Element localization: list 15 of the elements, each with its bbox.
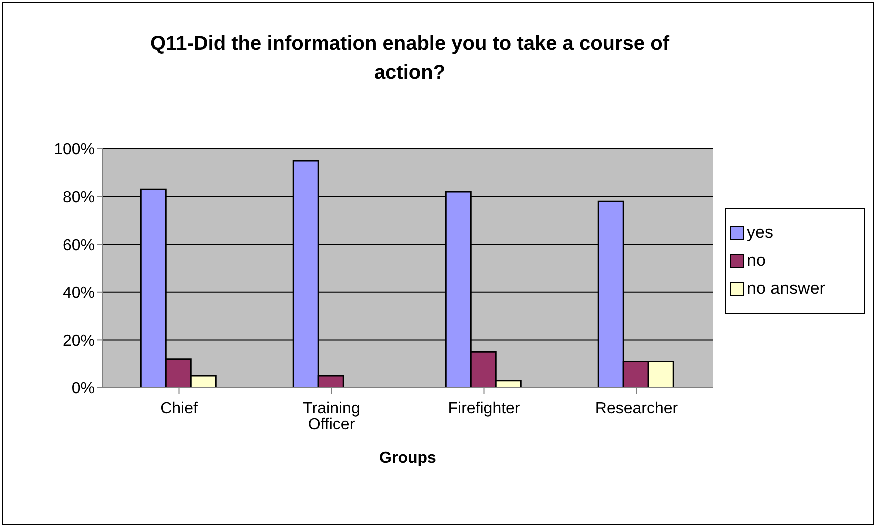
x-tick-label: Firefighter: [448, 400, 521, 418]
legend-label: no: [747, 251, 766, 271]
y-tick-label: 20%: [62, 332, 95, 350]
x-tick-label: Researcher: [595, 400, 679, 418]
legend-label: no answer: [747, 279, 826, 299]
legend-label: yes: [747, 223, 774, 243]
chart-title: Q11-Did the information enable you to take a course of action?: [150, 32, 670, 86]
y-tick-label: 60%: [62, 237, 95, 254]
y-tick-label: 0%: [72, 380, 95, 398]
x-tick-label: Training Officer: [303, 400, 360, 434]
y-tick-label: 100%: [54, 142, 95, 159]
y-tick-label: 40%: [62, 285, 95, 302]
x-tick-label: Chief: [160, 400, 198, 418]
y-tick-label: 80%: [62, 189, 95, 206]
x-axis-title: Groups: [380, 450, 437, 467]
